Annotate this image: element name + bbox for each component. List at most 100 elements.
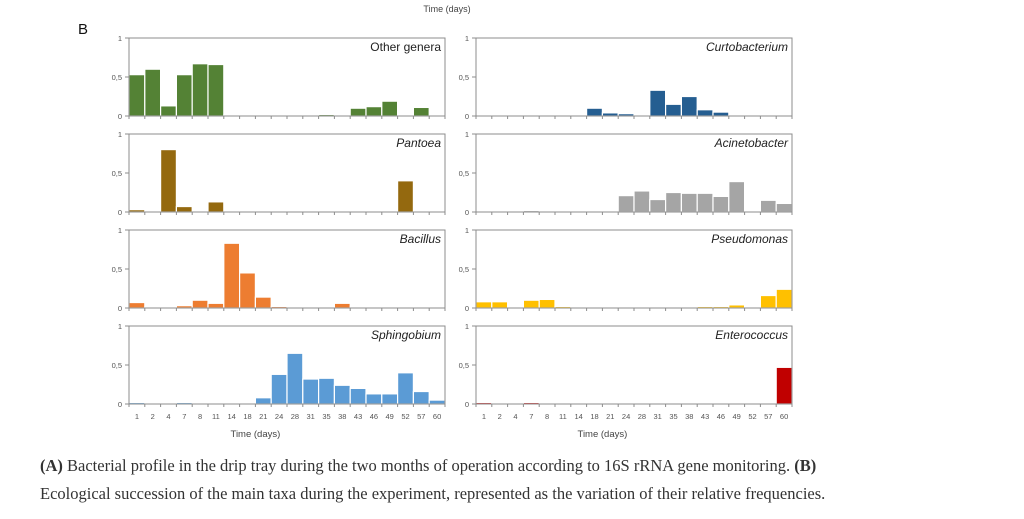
bar <box>207 302 225 309</box>
x-tick-label: 11 <box>559 412 567 421</box>
bar <box>775 202 793 213</box>
panel-title: Curtobacterium <box>706 40 788 54</box>
bar <box>664 191 682 213</box>
bar <box>712 111 730 117</box>
bar <box>302 378 320 405</box>
bar <box>381 393 399 405</box>
y-tick-label: 1 <box>118 322 122 331</box>
x-tick-label: 38 <box>338 412 346 421</box>
x-tick-label: 18 <box>590 412 598 421</box>
panel-title: Other genera <box>370 40 441 54</box>
x-tick-label: 43 <box>354 412 362 421</box>
x-tick-label: 11 <box>212 412 220 421</box>
bar <box>254 296 272 309</box>
panel-title: Pseudomonas <box>711 232 788 246</box>
panel-title: Sphingobium <box>371 328 441 342</box>
y-tick-label: 0,5 <box>112 73 122 82</box>
panel-title: Pantoea <box>396 136 441 150</box>
y-tick-label: 0,5 <box>459 169 469 178</box>
x-tick-label: 4 <box>513 412 517 421</box>
bar <box>191 299 209 309</box>
x-tick-label: 31 <box>654 412 662 421</box>
x-tick-label: 14 <box>228 412 236 421</box>
bar <box>680 192 698 213</box>
x-tick-label: 24 <box>275 412 283 421</box>
x-tick-label: 35 <box>322 412 330 421</box>
x-tick-label: 1 <box>135 412 139 421</box>
x-tick-label: 28 <box>638 412 646 421</box>
x-tick-label: 24 <box>622 412 630 421</box>
x-axis-label: Time (days) <box>578 429 628 440</box>
y-tick-label: 0,5 <box>459 265 469 274</box>
y-tick-label: 0,5 <box>112 265 122 274</box>
bar <box>696 109 714 117</box>
bar <box>397 372 415 405</box>
panel-pseudomonas: 0 0,5 1 Pseudomonas <box>459 226 793 313</box>
bar <box>664 103 682 117</box>
caption-line-2: Ecological succession of the main taxa d… <box>40 484 826 503</box>
bar <box>270 373 288 405</box>
bar <box>160 105 178 117</box>
x-tick-label: 21 <box>606 412 614 421</box>
y-tick-label: 0 <box>118 304 122 313</box>
x-tick-label: 52 <box>748 412 756 421</box>
caption-label-b: (B) <box>794 456 817 475</box>
x-tick-label: 57 <box>417 412 425 421</box>
bar <box>491 301 509 309</box>
bar <box>365 393 383 405</box>
x-tick-label: 21 <box>259 412 267 421</box>
y-tick-label: 0,5 <box>112 361 122 370</box>
bar <box>333 384 351 405</box>
bar <box>191 63 209 117</box>
bar <box>207 201 225 213</box>
y-tick-label: 0 <box>465 208 469 217</box>
y-tick-label: 0 <box>118 208 122 217</box>
bar <box>428 399 446 405</box>
x-tick-label: 18 <box>243 412 251 421</box>
panel-label: B <box>78 21 88 38</box>
x-tick-label: 2 <box>498 412 502 421</box>
bar <box>538 298 556 309</box>
x-tick-label: 7 <box>529 412 533 421</box>
panel-title: Bacillus <box>400 232 441 246</box>
bar <box>649 89 667 117</box>
bar <box>617 195 635 213</box>
x-tick-label: 2 <box>151 412 155 421</box>
x-tick-label: 1 <box>482 412 486 421</box>
y-tick-label: 0 <box>465 112 469 121</box>
bar <box>696 192 714 213</box>
x-tick-label: 60 <box>780 412 788 421</box>
panel-pantoea: 0 0,5 1 Pantoea <box>112 130 446 217</box>
panel-other-genera: 0 0,5 1 Other genera <box>112 34 446 121</box>
panel-title: Enterococcus <box>715 328 788 342</box>
bar <box>475 301 493 309</box>
x-tick-label: 46 <box>370 412 378 421</box>
bar <box>318 377 336 405</box>
bar <box>775 366 793 405</box>
bar <box>397 180 415 213</box>
x-tick-label: 7 <box>182 412 186 421</box>
y-tick-label: 0,5 <box>459 361 469 370</box>
bar <box>759 294 777 309</box>
x-tick-label: 60 <box>433 412 441 421</box>
bar <box>333 302 351 309</box>
bar <box>144 68 162 117</box>
y-tick-label: 0 <box>465 400 469 409</box>
plot-frame <box>128 229 446 309</box>
figure-b: B Time (days) 0 0,5 1 Other genera 0 0,5 1 Pant… <box>78 4 793 440</box>
y-tick-label: 0,5 <box>112 169 122 178</box>
bar <box>680 95 698 117</box>
x-tick-label: 38 <box>685 412 693 421</box>
y-tick-label: 1 <box>465 130 469 139</box>
caption-text-a: Bacterial profile in the drip tray durin… <box>62 456 795 475</box>
x-tick-label: 52 <box>401 412 409 421</box>
bar <box>349 387 367 405</box>
x-tick-label: 35 <box>669 412 677 421</box>
x-tick-label: 14 <box>575 412 583 421</box>
x-tick-label: 4 <box>166 412 170 421</box>
bar <box>728 180 746 213</box>
bar <box>254 397 272 405</box>
y-tick-label: 1 <box>118 226 122 235</box>
y-tick-label: 0 <box>465 304 469 313</box>
